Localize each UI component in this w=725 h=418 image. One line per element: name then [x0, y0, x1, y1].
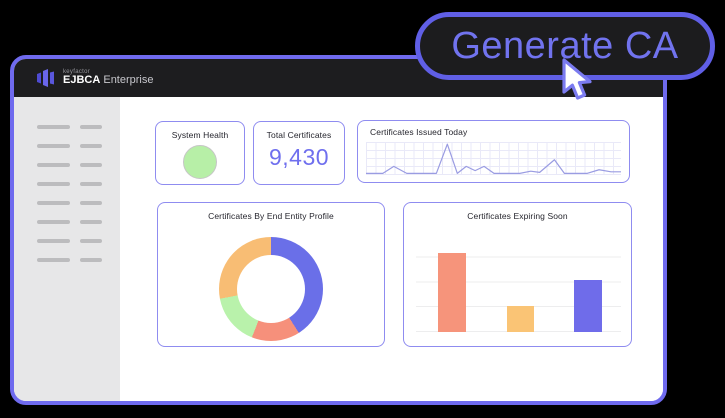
mouse-cursor-icon: [562, 58, 592, 100]
expiring-soon-bar: [574, 279, 603, 332]
expiring-soon-bar-chart: [416, 233, 621, 332]
issued-today-chart: [366, 142, 621, 175]
brand-name: EJBCA Enterprise: [63, 75, 154, 87]
card-by-profile: Certificates By End Entity Profile: [157, 202, 385, 347]
brand-supertitle: keyfactor: [63, 69, 91, 76]
card-issued-today: Certificates Issued Today: [357, 120, 630, 183]
sidebar: [14, 97, 120, 401]
donut-hole: [237, 255, 305, 323]
total-certificates-title: Total Certificates: [266, 130, 332, 140]
sidebar-skeleton-item[interactable]: [37, 125, 120, 129]
total-certificates-value: 9,430: [268, 144, 330, 170]
sidebar-skeleton-item[interactable]: [37, 182, 120, 186]
skeleton-bar: [80, 163, 102, 167]
skeleton-bar: [37, 144, 70, 148]
sidebar-skeleton-item[interactable]: [37, 201, 120, 205]
system-health-indicator: [183, 145, 217, 179]
skeleton-bar: [80, 201, 102, 205]
brand-name-rest: Enterprise: [100, 74, 154, 87]
expiring-soon-bar: [438, 252, 466, 332]
skeleton-bar: [37, 258, 70, 262]
sidebar-skeleton-item[interactable]: [37, 163, 120, 167]
issued-today-title: Certificates Issued Today: [370, 127, 468, 137]
skeleton-bar: [80, 144, 102, 148]
sidebar-skeleton-item[interactable]: [37, 144, 120, 148]
card-system-health: System Health: [155, 121, 245, 185]
issued-today-sparkline: [366, 142, 621, 175]
skeleton-bar: [37, 125, 70, 129]
main-content: System Health Total Certificates 9,430 C…: [120, 97, 663, 401]
system-health-title: System Health: [171, 130, 229, 140]
skeleton-bar: [80, 258, 102, 262]
by-profile-title: Certificates By End Entity Profile: [208, 211, 334, 221]
skeleton-bar: [37, 201, 70, 205]
skeleton-bar: [37, 220, 70, 224]
card-total-certificates: Total Certificates 9,430: [253, 121, 345, 185]
skeleton-bar: [37, 163, 70, 167]
by-profile-donut-chart: [219, 237, 323, 341]
sidebar-menu: [37, 125, 120, 262]
skeleton-bar: [80, 220, 102, 224]
sidebar-skeleton-item[interactable]: [37, 220, 120, 224]
skeleton-bar: [80, 182, 102, 186]
skeleton-bar: [80, 125, 102, 129]
app-window: keyfactor EJBCA Enterprise System Health…: [10, 55, 667, 405]
expiring-soon-title: Certificates Expiring Soon: [467, 211, 568, 221]
sidebar-skeleton-item[interactable]: [37, 239, 120, 243]
sidebar-skeleton-item[interactable]: [37, 258, 120, 262]
card-expiring-soon: Certificates Expiring Soon: [403, 202, 632, 347]
brand-name-bold: EJBCA: [63, 74, 101, 87]
skeleton-bar: [80, 239, 102, 243]
skeleton-bar: [37, 182, 70, 186]
brand-text: keyfactor EJBCA Enterprise: [63, 69, 154, 87]
keyfactor-logo-icon: [37, 69, 54, 87]
expiring-soon-bar: [506, 306, 535, 332]
skeleton-bar: [37, 239, 70, 243]
